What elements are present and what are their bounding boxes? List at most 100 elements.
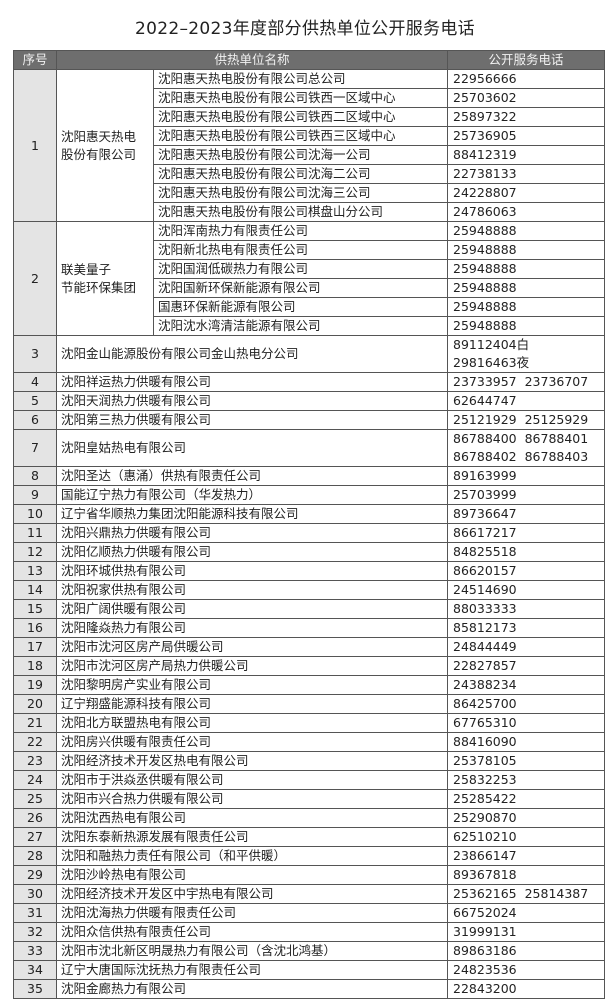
- unit-name: 辽宁大唐国际沈抚热力有限责任公司: [55, 960, 449, 980]
- unit-phone: 25832253: [447, 770, 606, 790]
- unit-name: 辽宁省华顺热力集团沈阳能源科技有限公司: [55, 504, 449, 524]
- unit-name: 沈阳惠天热电股份有限公司棋盘山分公司: [152, 202, 449, 222]
- unit-name: 辽宁翔盛能源科技有限公司: [55, 694, 449, 714]
- unit-name: 沈阳惠天热电股份有限公司沈海三公司: [152, 183, 449, 203]
- unit-phone: 89163999: [447, 466, 606, 486]
- unit-name: 沈阳市沈河区房产局供暖公司: [55, 637, 449, 657]
- table-row: 3 沈阳金山能源股份有限公司金山热电分公司 89112404白 29816463夜: [13, 335, 606, 373]
- unit-phone: 88416090: [447, 732, 606, 752]
- unit-name: 沈阳惠天热电股份有限公司铁西三区域中心: [152, 126, 449, 146]
- unit-name: 沈阳皇姑热电有限公司: [55, 429, 449, 467]
- unit-phone: 89863186: [447, 941, 606, 961]
- unit-phone: 24388234: [447, 675, 606, 695]
- unit-name: 沈阳和融热力责任有限公司（和平供暖）: [55, 846, 449, 866]
- phone-line: 89367818: [453, 867, 517, 882]
- phone-line: 22827857: [453, 658, 517, 673]
- unit-phone: 85812173: [447, 618, 606, 638]
- row-number: 5: [13, 391, 57, 411]
- unit-name: 沈阳天润热力供暖有限公司: [55, 391, 449, 411]
- phone-line: 25703999: [453, 487, 517, 502]
- unit-name: 沈阳黎明房产实业有限公司: [55, 675, 449, 695]
- unit-phone: 25121929 25125929: [447, 410, 606, 430]
- table-row: 沈阳惠天热电股份有限公司棋盘山分公司 24786063: [14, 202, 606, 222]
- unit-phone: 23733957 23736707: [447, 372, 606, 392]
- table-row: 30 沈阳经济技术开发区中宇热电有限公司 25362165 25814387: [13, 884, 606, 904]
- unit-phone: 86617217: [447, 523, 606, 543]
- row-number: 16: [13, 618, 57, 638]
- unit-name: 沈阳兴鼎热力供暖有限公司: [55, 523, 449, 543]
- phone-line: 23733957 23736707: [453, 374, 589, 389]
- table-row: 35 沈阳金廊热力有限公司 22843200: [13, 979, 606, 999]
- unit-name: 沈阳新北热电有限责任公司: [152, 240, 449, 260]
- table-row: 10 辽宁省华顺热力集团沈阳能源科技有限公司 89736647: [13, 504, 606, 524]
- row-number: 29: [13, 865, 57, 885]
- unit-phone: 88412319: [447, 145, 606, 165]
- phone-line: 86788400 86788401: [453, 431, 589, 446]
- unit-name: 沈阳市于洪焱丞供暖有限公司: [55, 770, 449, 790]
- table-row: 21 沈阳北方联盟热电有限公司 67765310: [13, 713, 606, 733]
- phone-line: 22843200: [453, 981, 517, 996]
- unit-name: 沈阳环城供热有限公司: [55, 561, 449, 581]
- unit-phone: 22827857: [447, 656, 606, 676]
- row-number: 27: [13, 827, 57, 847]
- unit-phone: 88033333: [447, 599, 606, 619]
- unit-phone: 24844449: [447, 637, 606, 657]
- unit-phone: 86425700: [447, 694, 606, 714]
- phone-line: 84825518: [453, 544, 517, 559]
- row-number: 33: [13, 941, 57, 961]
- unit-name: 沈阳沈海热力供暖有限责任公司: [55, 903, 449, 923]
- phone-line: 86425700: [453, 696, 517, 711]
- unit-phone: 84825518: [447, 542, 606, 562]
- phone-line: 31999131: [453, 924, 517, 939]
- table-row: 16 沈阳隆焱热力有限公司 85812173: [13, 618, 606, 638]
- table-row: 14 沈阳祝家供热有限公司 24514690: [13, 580, 606, 600]
- unit-name: 沈阳祥运热力供暖有限公司: [55, 372, 449, 392]
- row-number: 12: [13, 542, 57, 562]
- phone-line: 89863186: [453, 943, 517, 958]
- row-number: 11: [13, 523, 57, 543]
- unit-phone: 25897322: [447, 107, 606, 127]
- table-row: 33 沈阳市沈北新区明晟热力有限公司（含沈北鸿基） 89863186: [13, 941, 606, 961]
- unit-name: 沈阳国润低碳热力有限公司: [152, 259, 449, 279]
- phone-line: 25285422: [453, 791, 517, 806]
- unit-name: 沈阳祝家供热有限公司: [55, 580, 449, 600]
- row-number: 25: [13, 789, 57, 809]
- row-number: 15: [13, 599, 57, 619]
- table-row: 1 沈阳惠天热电 股份有限公司 沈阳惠天热电股份有限公司总公司 22956666: [13, 69, 606, 222]
- unit-phone: 25285422: [447, 789, 606, 809]
- unit-phone: 89112404白 29816463夜: [447, 335, 606, 373]
- table-row: 5 沈阳天润热力供暖有限公司 62644747: [13, 391, 606, 411]
- row-number: 31: [13, 903, 57, 923]
- unit-name: 沈阳沈水湾清洁能源有限公司: [152, 316, 449, 336]
- unit-name: 沈阳沈西热电有限公司: [55, 808, 449, 828]
- table-row: 4 沈阳祥运热力供暖有限公司 23733957 23736707: [13, 372, 606, 392]
- table-row: 沈阳新北热电有限责任公司 25948888: [14, 240, 606, 260]
- phone-line: 66752024: [453, 905, 517, 920]
- unit-name: 沈阳东泰新热源发展有限责任公司: [55, 827, 449, 847]
- unit-phone: 25378105: [447, 751, 606, 771]
- unit-name: 国能辽宁热力有限公司（华发热力）: [55, 485, 449, 505]
- phone-line: 25290870: [453, 810, 517, 825]
- phone-line: 86617217: [453, 525, 517, 540]
- row-number: 30: [13, 884, 57, 904]
- unit-phone: 25948888: [447, 259, 606, 279]
- row-number: 3: [13, 335, 57, 373]
- table-header-row: 序号 供热单位名称 公开服务电话: [13, 50, 606, 70]
- unit-name: 沈阳惠天热电股份有限公司沈海二公司: [152, 164, 449, 184]
- phone-line: 62510210: [453, 829, 517, 844]
- row-number: 34: [13, 960, 57, 980]
- phone-line: 23866147: [453, 848, 517, 863]
- unit-name: 沈阳惠天热电股份有限公司铁西一区域中心: [152, 88, 449, 108]
- row-number: 23: [13, 751, 57, 771]
- row-number: 32: [13, 922, 57, 942]
- unit-name: 沈阳市兴合热力供暖有限公司: [55, 789, 449, 809]
- group-name: 联美量子 节能环保集团: [56, 221, 154, 336]
- group-name-line: 联美量子: [61, 261, 112, 277]
- phone-line: 85812173: [453, 620, 517, 635]
- unit-phone: 25290870: [447, 808, 606, 828]
- unit-phone: 22738133: [447, 164, 606, 184]
- unit-phone: 22956666: [447, 69, 606, 89]
- table-row: 7 沈阳皇姑热电有限公司 86788400 86788401 86788402 867…: [13, 429, 606, 467]
- unit-name: 沈阳经济技术开发区中宇热电有限公司: [55, 884, 449, 904]
- table-row: 沈阳惠天热电股份有限公司沈海二公司 22738133: [14, 164, 606, 184]
